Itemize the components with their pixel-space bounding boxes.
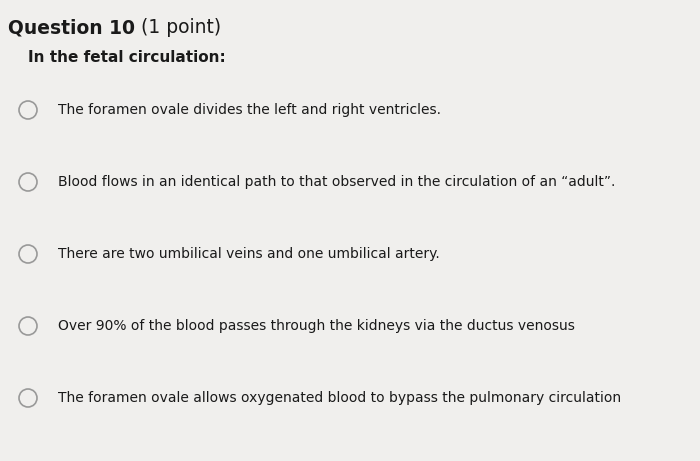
Text: In the fetal circulation:: In the fetal circulation: — [28, 50, 225, 65]
Ellipse shape — [19, 245, 37, 263]
Ellipse shape — [19, 101, 37, 119]
Text: (1 point): (1 point) — [135, 18, 221, 37]
Text: There are two umbilical veins and one umbilical artery.: There are two umbilical veins and one um… — [58, 247, 440, 261]
Ellipse shape — [19, 173, 37, 191]
Text: The foramen ovale allows oxygenated blood to bypass the pulmonary circulation: The foramen ovale allows oxygenated bloo… — [58, 391, 621, 405]
Text: Question 10: Question 10 — [8, 18, 135, 37]
Text: The foramen ovale divides the left and right ventricles.: The foramen ovale divides the left and r… — [58, 103, 441, 117]
Ellipse shape — [19, 317, 37, 335]
Text: Blood flows in an identical path to that observed in the circulation of an “adul: Blood flows in an identical path to that… — [58, 175, 615, 189]
Ellipse shape — [19, 389, 37, 407]
Text: Over 90% of the blood passes through the kidneys via the ductus venosus: Over 90% of the blood passes through the… — [58, 319, 575, 333]
